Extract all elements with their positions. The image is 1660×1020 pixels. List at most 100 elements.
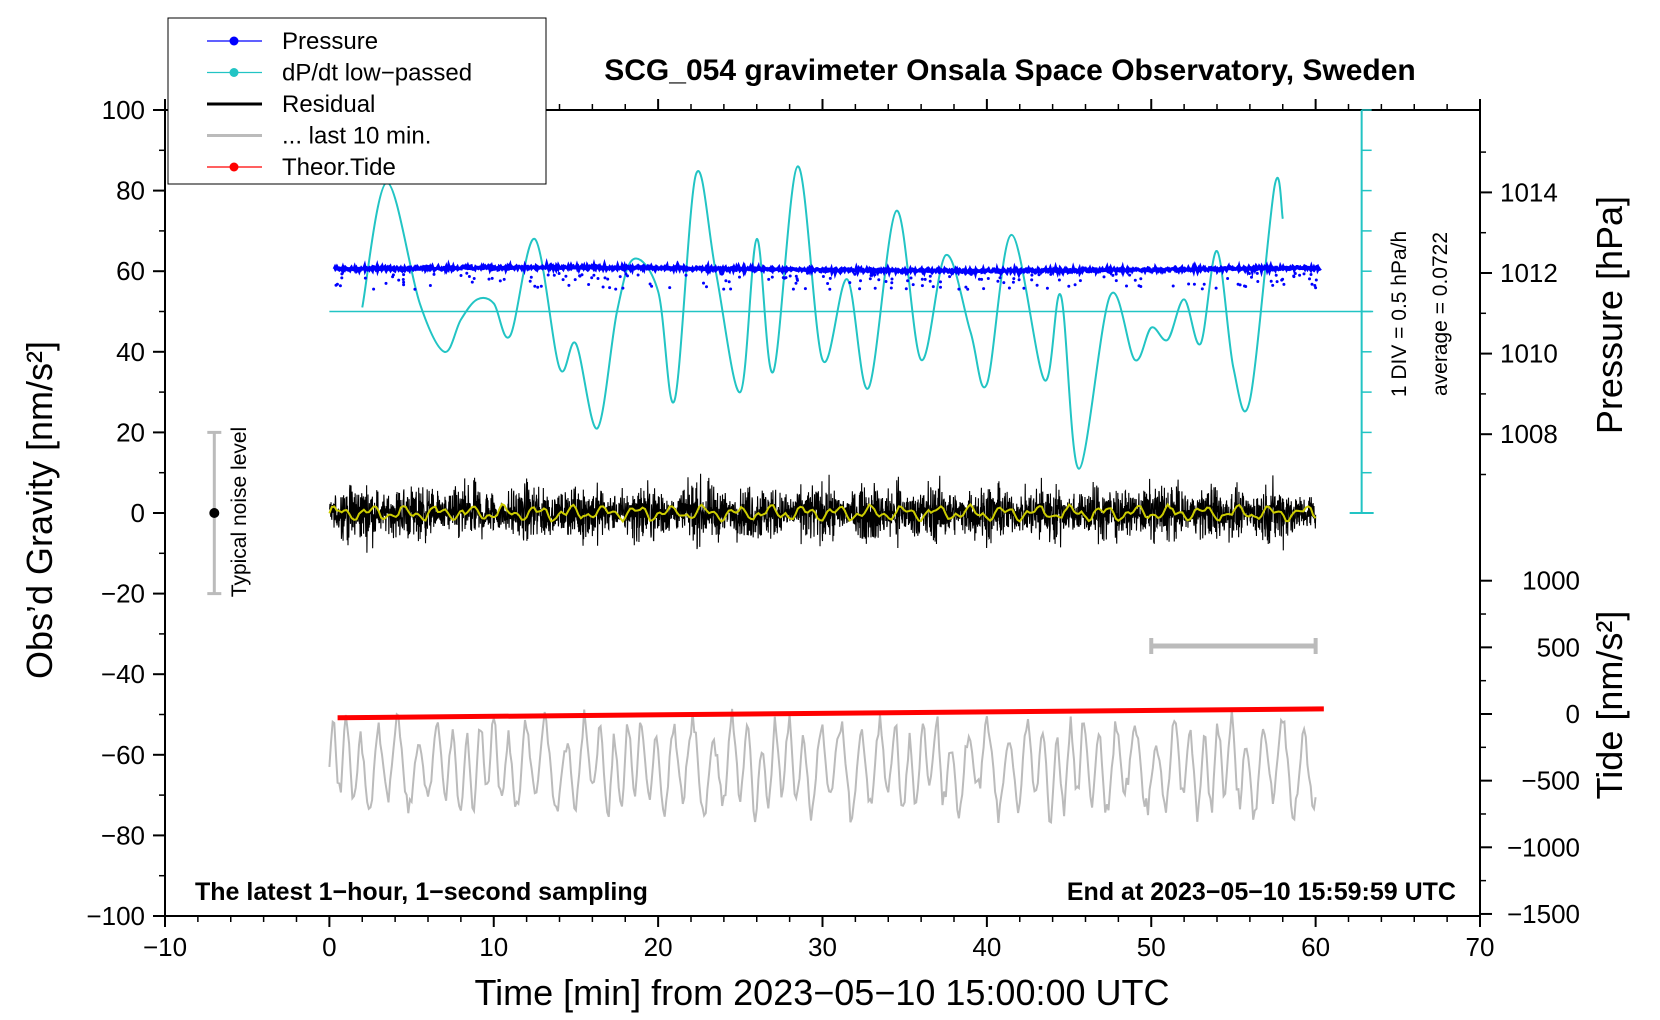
legend-label: Residual bbox=[282, 91, 375, 118]
residual-series-line bbox=[329, 473, 1317, 553]
pressure-point bbox=[939, 285, 942, 289]
pressure-point bbox=[402, 280, 406, 284]
pressure-point bbox=[1030, 273, 1034, 277]
tide-tick-label: 1000 bbox=[1522, 566, 1580, 596]
pressure-point bbox=[472, 277, 476, 280]
pressure-point bbox=[923, 277, 927, 281]
pressure-point bbox=[626, 274, 629, 278]
pressure-point bbox=[1045, 286, 1049, 290]
pressure-point bbox=[1247, 272, 1251, 275]
x-tick-label: 0 bbox=[322, 932, 336, 962]
noise-bar-dot bbox=[209, 508, 220, 518]
pressure-point bbox=[1139, 277, 1143, 281]
pressure-point bbox=[1269, 279, 1273, 283]
pressure-point bbox=[1078, 279, 1082, 283]
pressure-point bbox=[587, 283, 591, 286]
pressure-point bbox=[1238, 283, 1242, 287]
pressure-point bbox=[724, 279, 728, 283]
pressure-point bbox=[490, 276, 494, 280]
pressure-point bbox=[1271, 283, 1275, 287]
pressure-point bbox=[1308, 277, 1311, 281]
pressure-point bbox=[363, 276, 367, 280]
pressure-point bbox=[1037, 273, 1041, 277]
pressure-point bbox=[826, 282, 830, 285]
pressure-point bbox=[821, 275, 825, 278]
y-tick-label: −80 bbox=[101, 820, 145, 850]
pressure-point bbox=[502, 277, 506, 281]
pressure-point bbox=[788, 274, 792, 278]
pressure-point bbox=[546, 273, 550, 277]
pressure-series bbox=[332, 258, 1322, 291]
pressure-point bbox=[1243, 284, 1246, 288]
pressure-point bbox=[648, 282, 652, 286]
pressure-point bbox=[608, 286, 612, 290]
pressure-point bbox=[1035, 283, 1039, 287]
pressure-point bbox=[592, 273, 596, 277]
pressure-point bbox=[1282, 282, 1286, 286]
axis-ticks: −10 0 10 20 30 40 50 60 70−100−80−60−40−20020406… bbox=[86, 95, 1580, 962]
pressure-tick-label: 1010 bbox=[1500, 339, 1558, 369]
pressure-point bbox=[340, 276, 344, 280]
pressure-point bbox=[791, 287, 795, 291]
pressure-point bbox=[465, 271, 469, 275]
pressure-point bbox=[467, 275, 471, 278]
pressure-point bbox=[1114, 272, 1118, 276]
last10min-series-line bbox=[328, 708, 1317, 824]
x-tick-label: 20 bbox=[644, 932, 673, 962]
pressure-point bbox=[397, 278, 401, 282]
pressure-point bbox=[1125, 284, 1128, 288]
pressure-point bbox=[1250, 275, 1253, 279]
pressure-point bbox=[487, 277, 491, 281]
pressure-point bbox=[684, 273, 688, 277]
pressure-point bbox=[338, 284, 342, 288]
pressure-point bbox=[1007, 286, 1011, 290]
pressure-point bbox=[702, 281, 705, 285]
pressure-point bbox=[564, 274, 568, 278]
pressure-point bbox=[621, 286, 625, 290]
pressure-tick-label: 1014 bbox=[1500, 177, 1558, 207]
x-tick-label: 10 bbox=[479, 932, 508, 962]
pressure-point bbox=[729, 287, 733, 291]
pressure-point bbox=[828, 287, 832, 291]
pressure-point bbox=[596, 277, 600, 280]
pressure-point bbox=[1226, 277, 1230, 280]
pressure-point bbox=[1302, 272, 1306, 276]
pressure-point bbox=[402, 273, 406, 277]
pressure-point bbox=[931, 285, 935, 289]
pressure-point bbox=[957, 287, 961, 291]
pressure-point bbox=[432, 272, 436, 276]
pressure-point bbox=[650, 284, 654, 288]
dpdt-series-line bbox=[361, 165, 1284, 470]
pressure-point bbox=[1314, 278, 1318, 282]
pressure-point bbox=[536, 285, 540, 289]
pressure-point bbox=[1309, 273, 1313, 276]
pressure-point bbox=[459, 274, 463, 277]
pressure-point bbox=[928, 274, 932, 278]
y-tick-label: 0 bbox=[131, 498, 145, 528]
x-tick-label: 40 bbox=[972, 932, 1001, 962]
pressure-point bbox=[1200, 287, 1204, 291]
pressure-tick-label: 1008 bbox=[1500, 419, 1558, 449]
tide-series-line bbox=[337, 706, 1324, 721]
pressure-point bbox=[1067, 284, 1071, 288]
noise-level-label: Typical noise level bbox=[228, 427, 251, 597]
y-tick-label: 20 bbox=[116, 417, 145, 447]
pressure-point bbox=[848, 281, 852, 285]
pressure-point bbox=[920, 284, 924, 288]
pressure-point bbox=[567, 283, 571, 287]
legend-label: dP/dt low−passed bbox=[282, 60, 472, 87]
pressure-point bbox=[977, 277, 981, 281]
tide-tick-label: −500 bbox=[1521, 766, 1580, 796]
pressure-point bbox=[982, 287, 986, 291]
pressure-point bbox=[939, 280, 942, 284]
pressure-point bbox=[909, 276, 913, 280]
pressure-point bbox=[1073, 283, 1077, 287]
pressure-point bbox=[796, 278, 799, 282]
pressure-point bbox=[1280, 278, 1284, 282]
pressure-point bbox=[578, 274, 582, 278]
pressure-point bbox=[618, 275, 622, 279]
pressure-point bbox=[906, 279, 910, 283]
pressure-point bbox=[334, 283, 338, 287]
pressure-point bbox=[428, 284, 432, 287]
pressure-point bbox=[470, 280, 474, 284]
